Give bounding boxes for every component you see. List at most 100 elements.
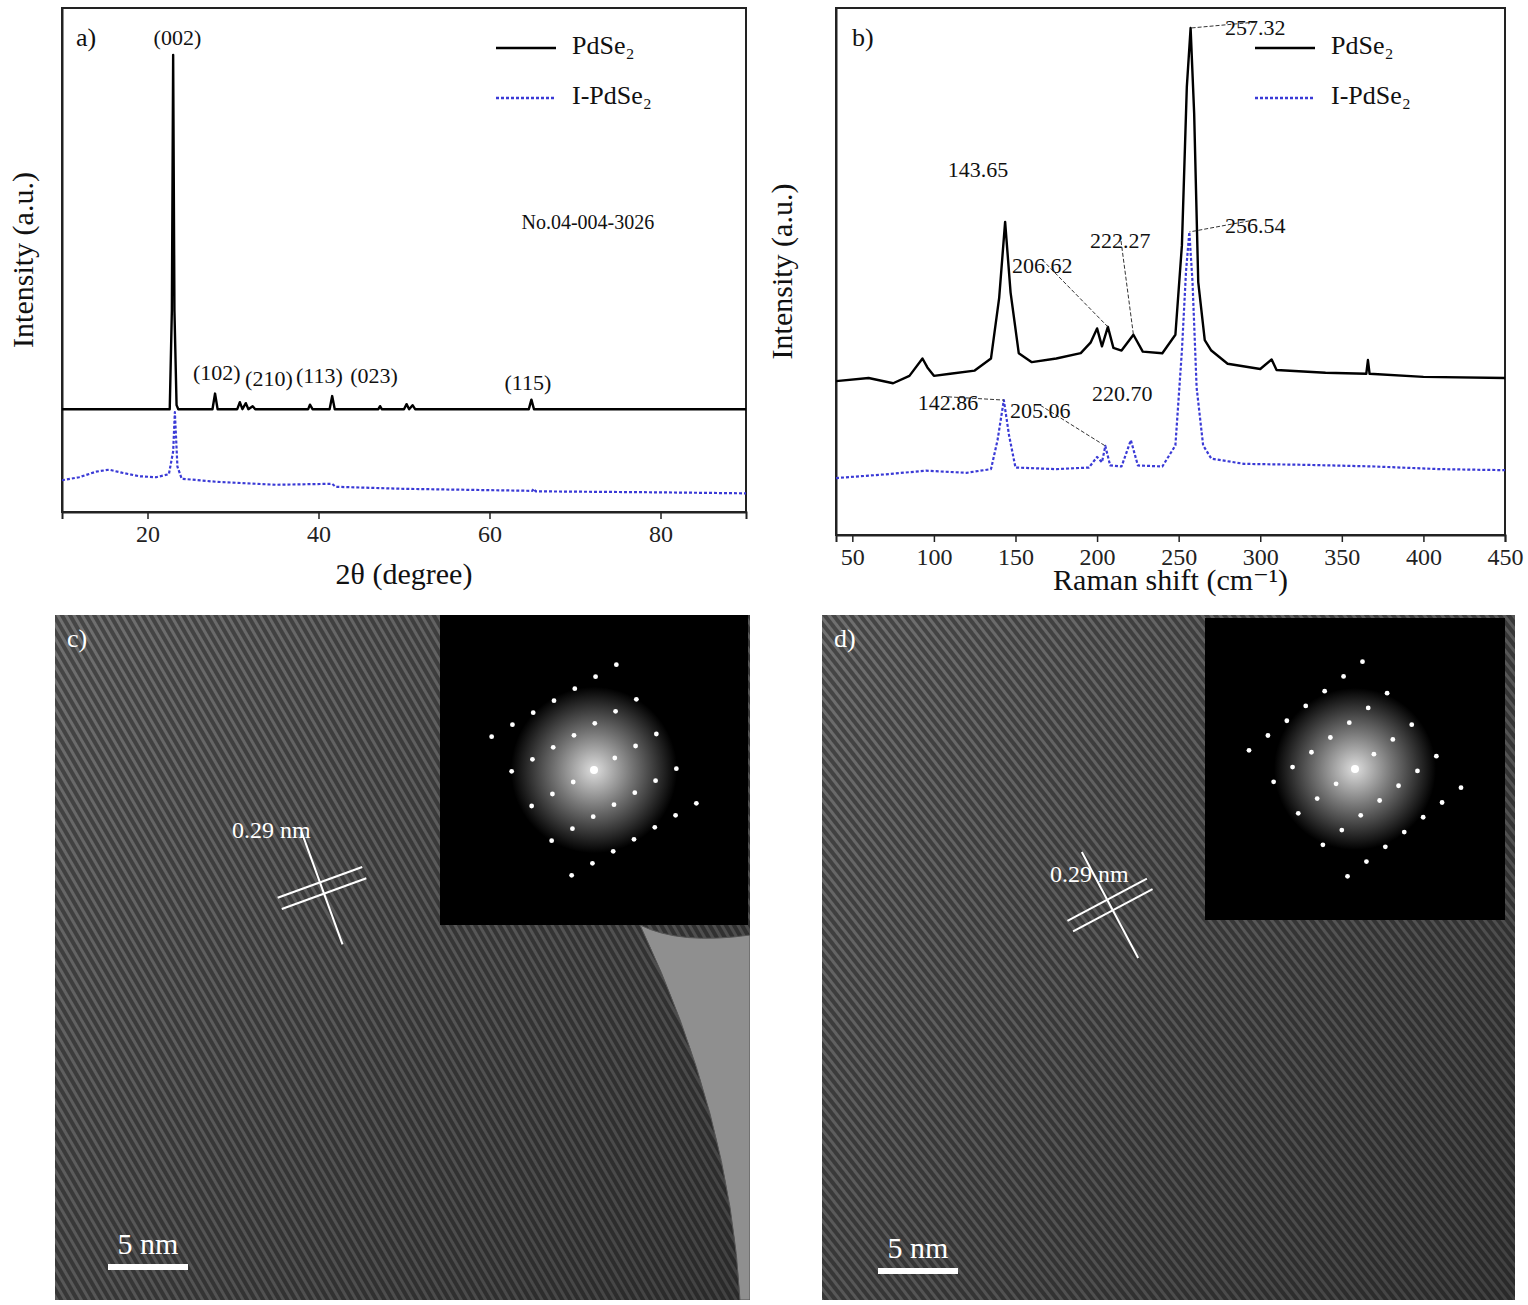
annotation: 256.54 xyxy=(1225,213,1286,238)
fft-spot xyxy=(530,757,535,762)
x-axis-line xyxy=(837,536,1506,543)
fft-spot xyxy=(1345,874,1350,879)
series-group xyxy=(62,55,746,493)
x-tick-mark xyxy=(1423,535,1425,542)
tem-shading xyxy=(55,615,750,1300)
tem-image: 0.29 nm5 nmd) xyxy=(822,615,1515,1300)
fft-spot xyxy=(1440,800,1445,805)
y-axis-title: Intensity (a.u.) xyxy=(6,172,40,348)
fft-spot xyxy=(1247,748,1252,753)
annotation: 206.62 xyxy=(1012,253,1073,278)
fft-spot xyxy=(652,825,657,830)
x-tick: 20 xyxy=(136,512,160,547)
fft-spot xyxy=(614,662,619,667)
fft-spot xyxy=(1328,735,1333,740)
fft-spot xyxy=(1341,674,1346,679)
fft-background xyxy=(1205,618,1505,920)
series-line xyxy=(62,412,746,493)
scale-bar-label: 5 nm xyxy=(118,1227,179,1260)
x-tick-mark xyxy=(318,512,320,519)
series-line xyxy=(836,232,1505,478)
annotation: (023) xyxy=(350,363,398,388)
legend-label: PdSe₂ xyxy=(1331,31,1394,60)
x-tick-mark xyxy=(489,512,491,519)
fft-spot xyxy=(1385,691,1390,696)
x-tick-mark xyxy=(660,512,662,519)
fft-halo xyxy=(511,687,677,853)
figure: 20406080(002)(102)(210)(113)(023)(115)No… xyxy=(0,0,1528,1305)
fft-spot xyxy=(1377,798,1382,803)
x-tick-mark xyxy=(1260,535,1262,542)
legend-swatch xyxy=(496,97,556,99)
x-tick-mark xyxy=(1342,535,1344,542)
x-tick: 40 xyxy=(307,512,331,547)
legend: PdSe₂I-PdSe₂ xyxy=(496,31,652,110)
x-tick-label: 50 xyxy=(841,544,865,570)
fft-background xyxy=(440,615,748,925)
annotation: 222.27 xyxy=(1090,228,1151,253)
annotation: 143.65 xyxy=(948,157,1009,182)
annotation: No.04-004-3026 xyxy=(521,211,654,233)
marker-line xyxy=(301,832,342,945)
spacing-label: 0.29 nm xyxy=(1050,861,1129,887)
fft-spot xyxy=(593,674,598,679)
x-tick-label: 60 xyxy=(478,521,502,547)
fft-spot xyxy=(1351,765,1359,773)
annotation: 257.32 xyxy=(1225,15,1286,40)
x-tick-mark xyxy=(852,535,854,542)
fft-spot xyxy=(654,732,659,737)
fft-spot xyxy=(1303,704,1308,709)
annotation: (102) xyxy=(193,360,241,385)
x-tick-mark xyxy=(1505,535,1507,542)
annotation: 142.86 xyxy=(918,390,979,415)
fft-spot xyxy=(1360,659,1365,664)
x-tick: 50 xyxy=(841,535,865,570)
x-tick-mark xyxy=(1178,535,1180,542)
scale-bar xyxy=(108,1264,188,1270)
fft-spot xyxy=(1309,750,1314,755)
fft-spot xyxy=(1415,769,1420,774)
x-axis-title: Raman shift (cm⁻¹) xyxy=(1053,563,1288,597)
x-tick: 450 xyxy=(1488,535,1524,570)
x-axis: 20 40 60 80 xyxy=(63,512,747,547)
fft-spot xyxy=(1366,706,1371,711)
x-tick-label: 450 xyxy=(1488,544,1524,570)
x-tick-label: 80 xyxy=(649,521,673,547)
fft-spot xyxy=(612,756,617,761)
fft-spot xyxy=(590,766,598,774)
fft-spot xyxy=(1383,844,1388,849)
fft-spot xyxy=(550,792,555,797)
panel-label: d) xyxy=(834,624,856,653)
tem-shading xyxy=(822,615,1515,1300)
annotation: (115) xyxy=(505,370,552,395)
fft-spot xyxy=(1266,733,1271,738)
x-tick-label: 40 xyxy=(307,521,331,547)
legend-label: PdSe₂ xyxy=(572,31,635,60)
chart-panel: 50100150200250300350400450257.32143.6520… xyxy=(765,8,1524,597)
annotation: (210) xyxy=(245,366,293,391)
x-axis-line xyxy=(63,513,747,520)
spacing-label: 0.29 nm xyxy=(232,817,311,843)
fft-spot xyxy=(1296,811,1301,816)
scale-bar xyxy=(878,1268,958,1274)
tem-edge xyxy=(640,925,750,1300)
x-tick: 400 xyxy=(1406,535,1442,570)
fft-spot xyxy=(529,804,534,809)
fft-spot xyxy=(570,826,575,831)
fft-spot xyxy=(549,838,554,843)
fft-spot xyxy=(510,722,515,727)
x-tick-mark xyxy=(1097,535,1099,542)
annotation: (113) xyxy=(296,363,343,388)
fft-spot xyxy=(489,734,494,739)
fft-spot xyxy=(1290,765,1295,770)
fft-spot xyxy=(1421,815,1426,820)
fft-spot xyxy=(531,710,536,715)
fft-spot xyxy=(674,766,679,771)
fft-spot xyxy=(653,778,658,783)
fft-spot xyxy=(612,802,617,807)
fft-spot xyxy=(633,744,638,749)
fft-spot xyxy=(1284,718,1289,723)
panel-label: c) xyxy=(67,624,87,653)
x-tick: 60 xyxy=(478,512,502,547)
annotations: (002)(102)(210)(113)(023)(115)No.04-004-… xyxy=(154,25,655,395)
